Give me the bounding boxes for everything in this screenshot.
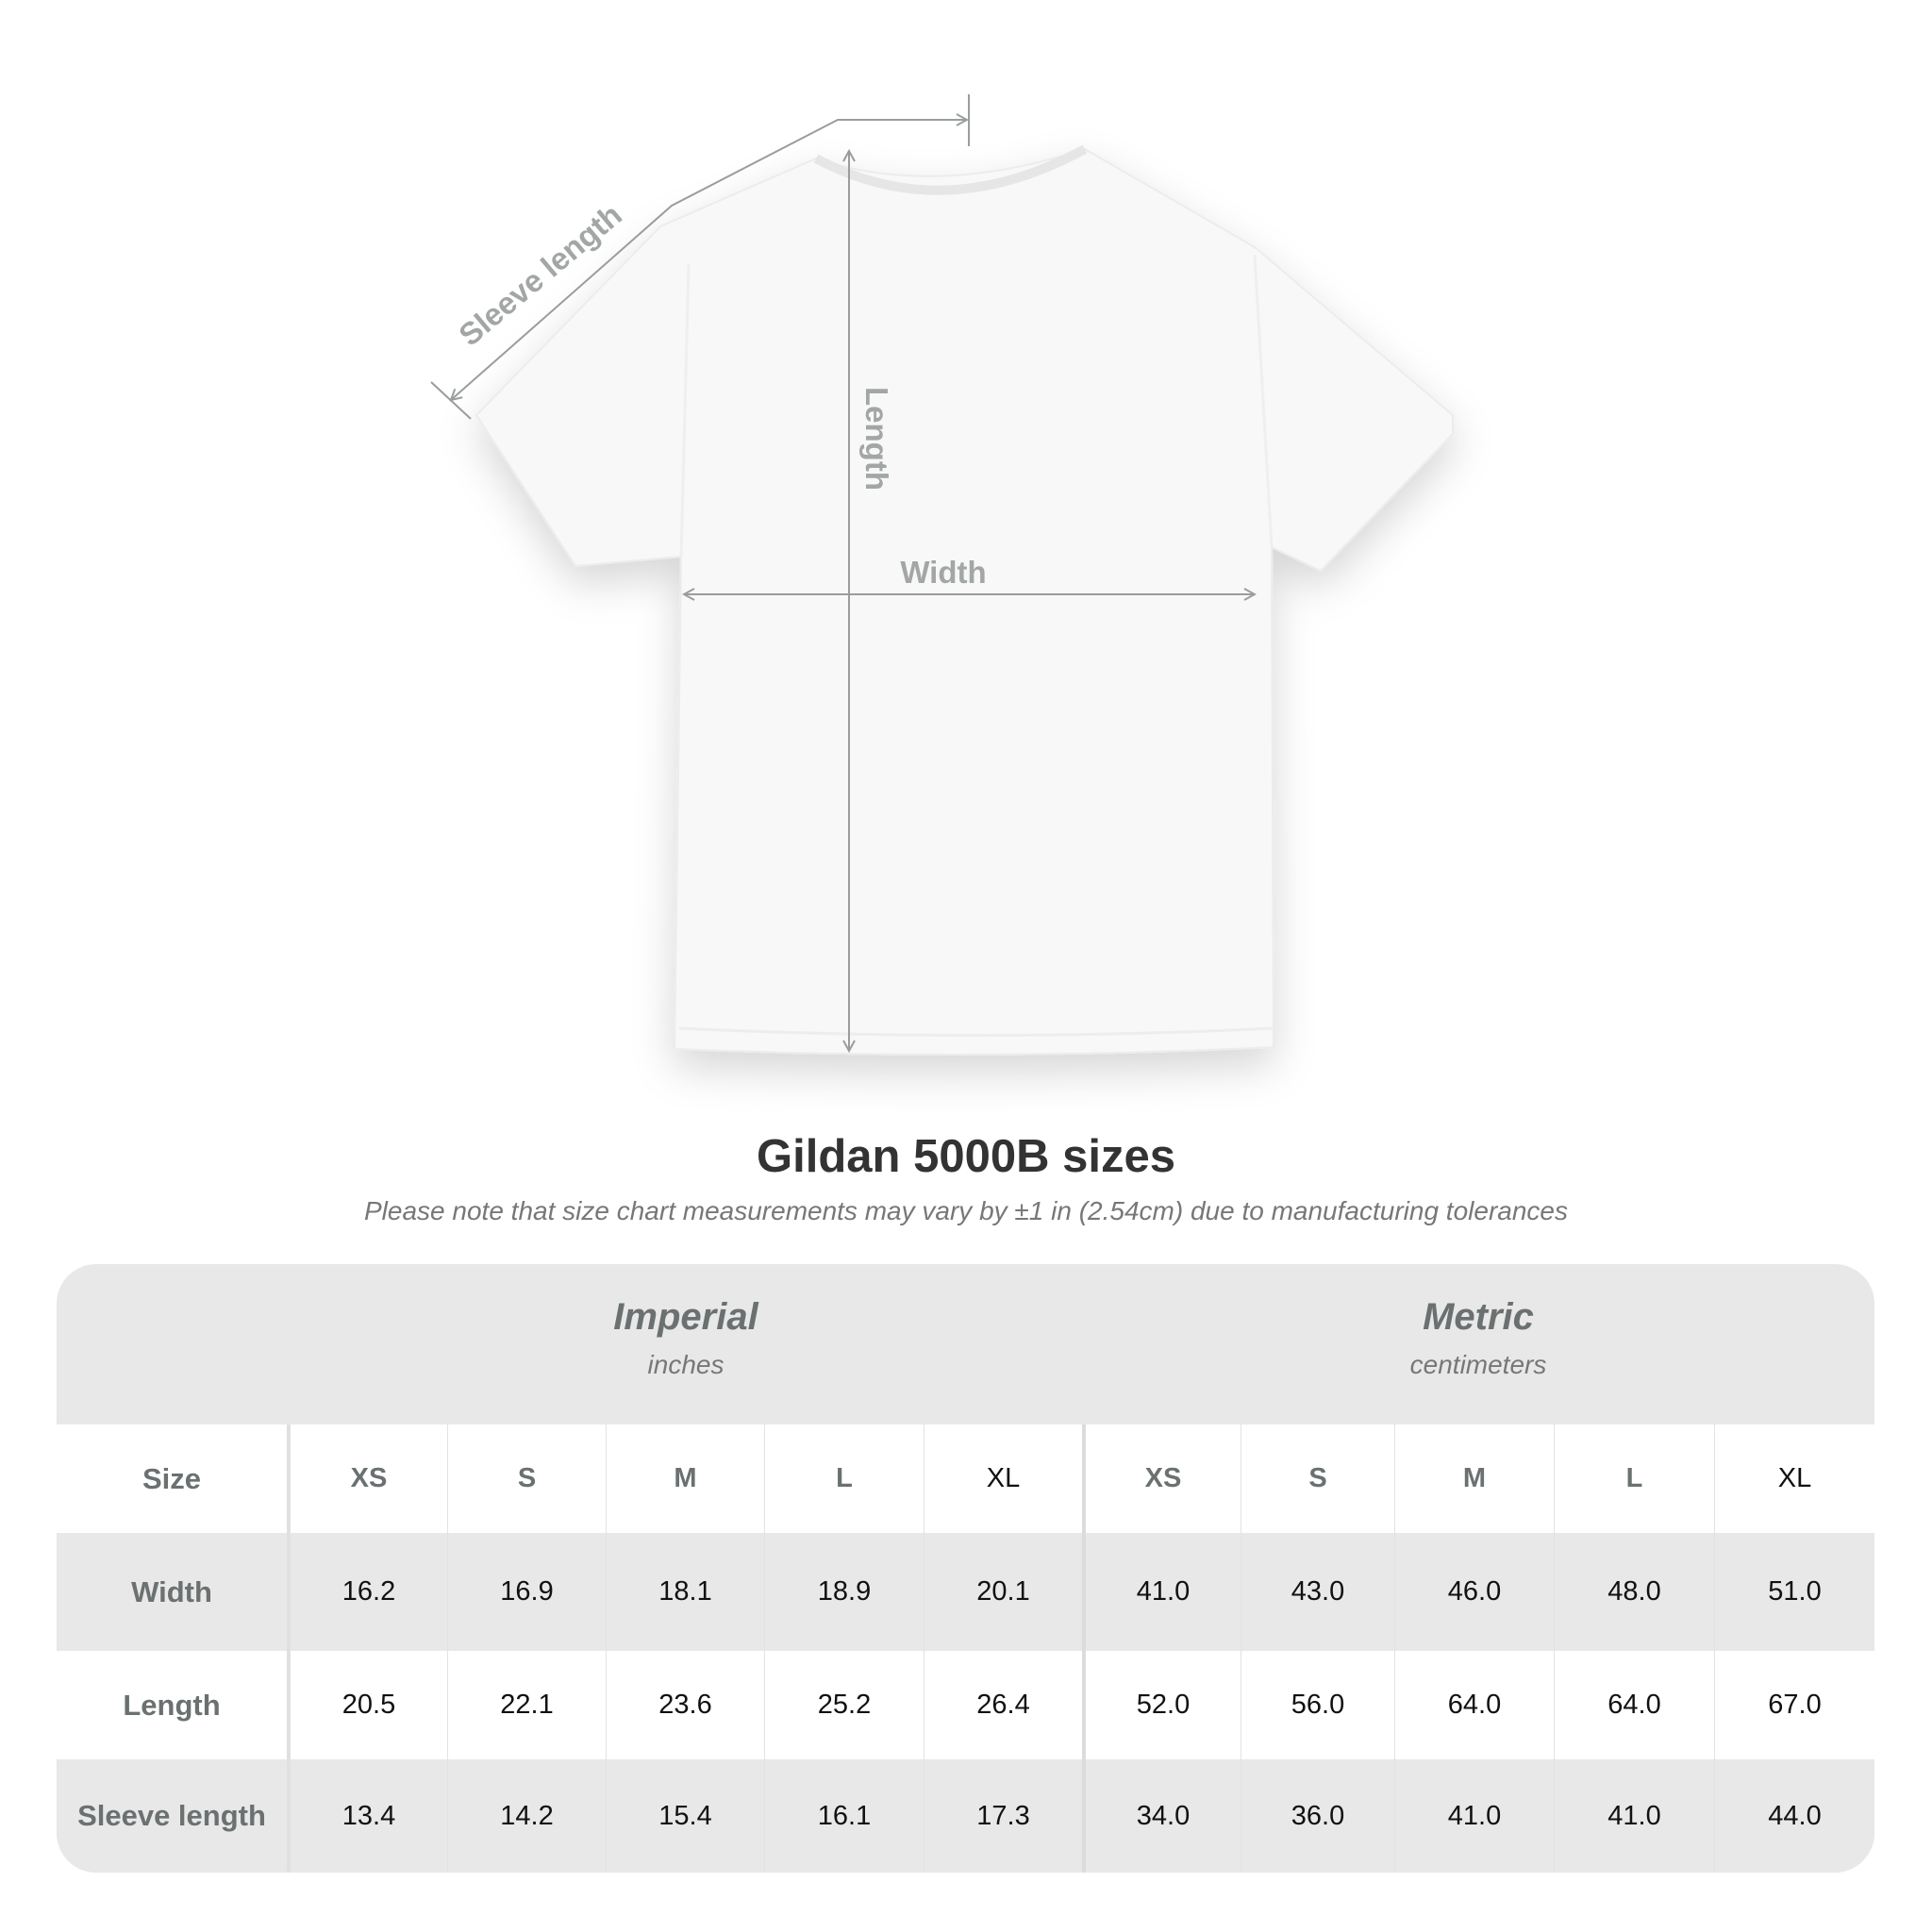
row-label: Sleeve length [57,1759,290,1873]
imperial-unit: inches [647,1350,724,1379]
size-header: XS [1082,1424,1241,1533]
metric-header: Metric centimeters [1082,1264,1874,1424]
size-table: Imperial inches Metric centimeters Size X… [57,1264,1874,1873]
table-cell: 14.2 [447,1759,606,1873]
table-cell: 25.2 [764,1651,924,1759]
row-label: Length [57,1651,290,1759]
metric-title: Metric [1423,1296,1534,1338]
table-cell: 16.2 [290,1533,447,1651]
tolerance-note: Please note that size chart measurements… [364,1196,1568,1225]
table-cell: 18.9 [764,1533,924,1651]
row-label: Size [57,1424,290,1533]
page-title: Gildan 5000B sizes [757,1131,1175,1182]
size-header: XL [924,1424,1082,1533]
table-cell: 48.0 [1554,1533,1714,1651]
table-cell: 41.0 [1554,1759,1714,1873]
table-cell: 18.1 [606,1533,764,1651]
tshirt-diagram: Sleeve length Length Width [430,94,1454,1057]
table-cell: 41.0 [1394,1759,1554,1873]
table-cell: 41.0 [1082,1533,1241,1651]
size-header: XS [290,1424,447,1533]
table-row: Width 16.2 16.9 18.1 18.9 20.1 41.0 43.0 46.0 48.… [57,1533,1874,1651]
table-cell: 64.0 [1554,1651,1714,1759]
table-cell: 52.0 [1082,1651,1241,1759]
size-header: L [1554,1424,1714,1533]
table-cell: 16.9 [447,1533,606,1651]
table-cell: 44.0 [1714,1759,1874,1873]
table-cell: 23.6 [606,1651,764,1759]
table-cell: 22.1 [447,1651,606,1759]
table-row: Sleeve length 13.4 14.2 15.4 16.1 17.3 34.0 36.… [57,1759,1874,1873]
imperial-header: Imperial inches [290,1264,1082,1424]
size-header: S [1241,1424,1394,1533]
size-header: L [764,1424,924,1533]
table-cell: 67.0 [1714,1651,1874,1759]
table-cell: 13.4 [290,1759,447,1873]
table-cell: 51.0 [1714,1533,1874,1651]
table-cell: 56.0 [1241,1651,1394,1759]
table-cell: 34.0 [1082,1759,1241,1873]
sleeve-length-measure [430,94,970,420]
table-cell: 20.1 [924,1533,1082,1651]
table-cell: 36.0 [1241,1759,1394,1873]
table-cell: 20.5 [290,1651,447,1759]
size-header: M [606,1424,764,1533]
width-label: Width [900,555,986,590]
table-cell: 43.0 [1241,1533,1394,1651]
table-cell: 26.4 [924,1651,1082,1759]
size-header: S [447,1424,606,1533]
size-header: XL [1714,1424,1874,1533]
row-label: Width [57,1533,290,1651]
metric-unit: centimeters [1409,1350,1547,1379]
table-cell: 16.1 [764,1759,924,1873]
table-cell: 64.0 [1394,1651,1554,1759]
imperial-title: Imperial [613,1296,758,1338]
table-cell: 17.3 [924,1759,1082,1873]
table-cell: 46.0 [1394,1533,1554,1651]
length-label: Length [859,387,894,491]
table-row: Length 20.5 22.1 23.6 25.2 26.4 52.0 56.0 64.0 64… [57,1651,1874,1759]
size-header-row: Size XS S M L XL XS S M L XL [57,1424,1874,1533]
size-header: M [1394,1424,1554,1533]
table-cell: 15.4 [606,1759,764,1873]
tshirt-shape [475,147,1454,1057]
